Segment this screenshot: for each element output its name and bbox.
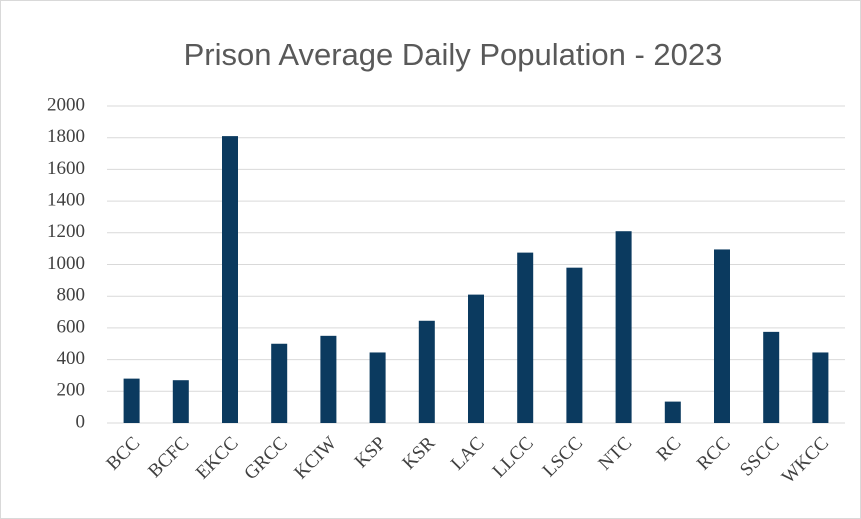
y-tick-label: 1800: [47, 126, 85, 147]
y-tick-label: 2000: [47, 94, 85, 115]
y-tick-label: 400: [57, 348, 86, 369]
bar: [812, 352, 829, 423]
bar: [615, 231, 632, 423]
bar: [123, 378, 140, 423]
bar: [664, 401, 681, 423]
y-tick-label: 1000: [47, 253, 85, 274]
bar: [714, 249, 730, 423]
bar: [271, 343, 288, 423]
y-tick-label: 1200: [47, 221, 85, 242]
bar: [369, 352, 386, 423]
y-tick-label: 1600: [47, 158, 85, 179]
y-tick-label: 200: [57, 380, 86, 401]
bar: [222, 136, 238, 424]
bar: [320, 335, 337, 423]
chart-title: Prison Average Daily Population - 2023: [184, 37, 723, 72]
bar: [566, 267, 583, 423]
y-tick-label: 800: [57, 285, 86, 306]
y-tick-label: 0: [76, 411, 86, 432]
bar: [517, 252, 534, 423]
bar: [468, 294, 484, 423]
bar: [172, 380, 189, 423]
bar: [418, 320, 435, 423]
bar: [763, 331, 780, 423]
y-tick-label: 1400: [47, 189, 85, 210]
y-tick-label: 600: [57, 316, 86, 337]
